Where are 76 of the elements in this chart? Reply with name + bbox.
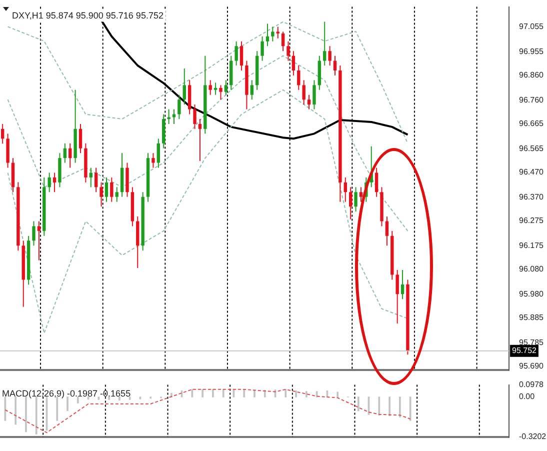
y-tick-label: 96.565 bbox=[519, 144, 544, 153]
y-tick-label: 95.785 bbox=[519, 338, 544, 347]
y-tick-label: 97.055 bbox=[519, 22, 544, 31]
candlestick bbox=[68, 142, 72, 168]
candlestick bbox=[214, 82, 218, 96]
y-tick-label: 96.665 bbox=[519, 118, 544, 128]
candlestick bbox=[32, 220, 36, 246]
candlestick bbox=[208, 80, 212, 96]
y-tick-label: 95.980 bbox=[519, 289, 544, 298]
y-tick-label: 96.470 bbox=[519, 167, 544, 176]
candlestick bbox=[250, 80, 254, 100]
y-tick-label: 0.00 bbox=[519, 392, 536, 402]
candlestick bbox=[344, 176, 347, 202]
candlestick bbox=[224, 80, 228, 96]
y-tick-label: 95.885 bbox=[519, 312, 544, 322]
candlestick bbox=[385, 216, 389, 246]
candlestick bbox=[234, 40, 238, 66]
chart-title: MACD(12,26,9) -0.1987 -0.1655 bbox=[2, 388, 131, 398]
candlestick bbox=[333, 55, 337, 76]
y-tick-label: 0.0978 bbox=[519, 380, 544, 390]
y-tick-label: 96.175 bbox=[519, 240, 544, 250]
candlestick bbox=[63, 142, 67, 164]
candlestick bbox=[219, 84, 222, 100]
candlestick bbox=[100, 182, 103, 208]
candlestick bbox=[396, 269, 399, 324]
candlestick bbox=[328, 46, 332, 66]
candlestick bbox=[307, 94, 311, 110]
candlestick bbox=[94, 167, 98, 193]
line-series bbox=[7, 55, 408, 232]
candlestick bbox=[271, 26, 274, 42]
candlestick bbox=[182, 68, 186, 106]
candlestick bbox=[312, 80, 316, 110]
line-series bbox=[4, 388, 411, 434]
candlestick bbox=[193, 104, 196, 130]
candlestick bbox=[152, 152, 155, 168]
candlestick bbox=[104, 176, 108, 202]
candlestick bbox=[89, 167, 92, 188]
candlestick bbox=[37, 220, 41, 261]
candlestick bbox=[297, 65, 300, 90]
ref-line-label: 95.752 bbox=[512, 346, 538, 356]
line-series bbox=[7, 89, 408, 334]
candlestick bbox=[48, 172, 51, 193]
y-tick-label: 96.080 bbox=[519, 264, 544, 274]
candlestick bbox=[110, 176, 114, 202]
candlestick bbox=[178, 94, 181, 120]
candlestick bbox=[167, 108, 170, 124]
candlestick bbox=[276, 26, 280, 39]
y-tick-label: 96.760 bbox=[519, 95, 544, 104]
candlestick bbox=[260, 36, 264, 62]
y-tick-label: 96.370 bbox=[519, 192, 544, 202]
candlestick bbox=[198, 118, 202, 162]
candlestick bbox=[374, 167, 378, 198]
line-series bbox=[7, 21, 408, 144]
y-tick-label: 96.275 bbox=[519, 216, 544, 225]
candlestick bbox=[323, 21, 326, 66]
candlestick bbox=[78, 123, 82, 154]
candlestick bbox=[172, 108, 176, 124]
candlestick bbox=[348, 186, 352, 220]
candlestick bbox=[354, 186, 358, 212]
candlestick bbox=[115, 186, 118, 202]
candlestick bbox=[156, 138, 160, 168]
candlestick bbox=[302, 80, 306, 106]
candlestick bbox=[52, 172, 56, 193]
candlestick bbox=[286, 40, 290, 62]
y-tick-label: 96.955 bbox=[519, 46, 544, 56]
candlestick bbox=[240, 40, 244, 71]
candlestick bbox=[400, 269, 404, 300]
y-tick-label: 95.690 bbox=[519, 361, 544, 370]
candlestick bbox=[281, 31, 285, 52]
candlestick bbox=[292, 50, 296, 76]
candlestick bbox=[266, 23, 270, 47]
candlestick bbox=[359, 186, 363, 202]
chart-title: DXY,H1 95.874 95.900 95.716 95.752 bbox=[12, 10, 164, 20]
y-tick-label: 96.860 bbox=[519, 70, 544, 80]
y-tick-label: -0.3202 bbox=[519, 432, 547, 442]
candlestick bbox=[0, 123, 4, 144]
